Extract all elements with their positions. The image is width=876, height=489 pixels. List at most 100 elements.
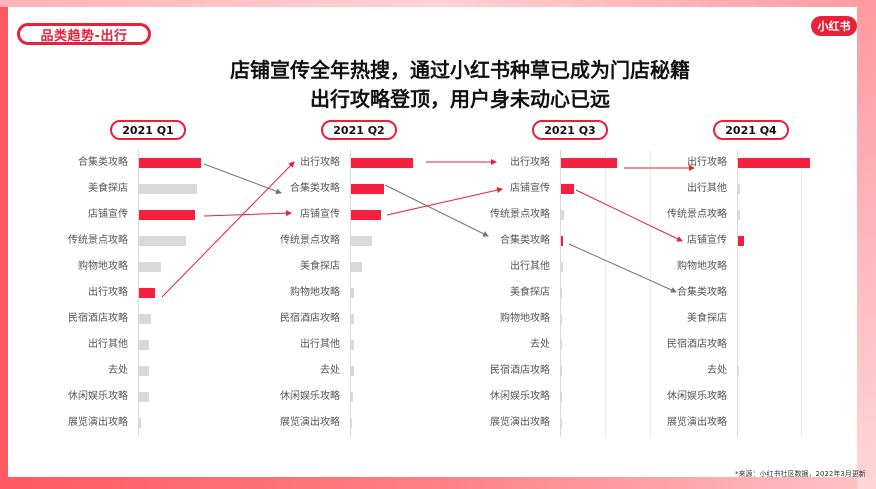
bar [738, 366, 739, 376]
bar-label: 展览演出攻略 [280, 417, 340, 428]
bar [738, 236, 744, 246]
bar-label: 出行攻略 [88, 287, 128, 298]
gridline-q4 [801, 150, 802, 437]
bar-label: 合集类攻略 [78, 157, 128, 168]
bar-label: 购物地攻略 [78, 261, 128, 272]
bar [561, 158, 617, 168]
bar [139, 340, 149, 350]
bar [351, 288, 354, 298]
bar-label: 店铺宣传 [510, 183, 550, 194]
arrow-q1-q2-hejilei [203, 163, 282, 195]
arrow-q2-q3-hejilei [384, 184, 489, 237]
bar-label: 休闲娱乐攻略 [68, 391, 128, 402]
xiaohongshu-logo-icon: 小红书 [811, 16, 857, 36]
bar [351, 340, 354, 350]
bar-label: 休闲娱乐攻略 [667, 391, 727, 402]
arrow-q2-q3-dianpu [386, 187, 503, 216]
bar-label: 去处 [530, 339, 550, 350]
bar-label: 出行攻略 [510, 157, 550, 168]
axis-q2 [350, 150, 351, 437]
bar-label: 出行其他 [687, 183, 727, 194]
bar-label: 合集类攻略 [677, 287, 727, 298]
bar-label: 去处 [707, 365, 727, 376]
bar [738, 184, 740, 194]
source-note: *来源：小红书社区数据，2022年3月更新 [735, 470, 866, 478]
bar-label: 传统景点攻略 [280, 235, 340, 246]
bar [139, 236, 186, 246]
bar-label: 出行其他 [300, 339, 340, 350]
bar-label: 美食探店 [687, 313, 727, 324]
bar-label: 去处 [320, 365, 340, 376]
arrow-q1-q2-chuxing [161, 161, 295, 298]
bar-label: 出行攻略 [687, 157, 727, 168]
bar-label: 展览演出攻略 [490, 417, 550, 428]
bar [561, 366, 562, 376]
bar-label: 购物地攻略 [290, 287, 340, 298]
bar [561, 236, 563, 246]
bar-label: 传统景点攻略 [667, 209, 727, 220]
bar [351, 210, 381, 220]
bar-label: 店铺宣传 [687, 235, 727, 246]
bar [139, 210, 195, 220]
bar-label: 合集类攻略 [290, 183, 340, 194]
right-border [857, 0, 876, 489]
bar-label: 出行其他 [510, 261, 550, 272]
gridline-q3-right [650, 150, 651, 437]
headline: 店铺宣传全年热搜，通过小红书种草已成为门店秘籍 出行攻略登顶，用户身未动心已远 [150, 56, 770, 114]
bar-label: 美食探店 [300, 261, 340, 272]
bar [139, 288, 155, 298]
quarter-pill-q3: 2021 Q3 [532, 120, 608, 140]
bar-label: 美食探店 [510, 287, 550, 298]
bar [561, 184, 574, 194]
bar [139, 418, 141, 428]
bar [139, 184, 197, 194]
bar [351, 366, 354, 376]
bar-label: 民宿酒店攻略 [667, 339, 727, 350]
bar [561, 392, 562, 402]
arrow-q3-q4-hejilei [568, 243, 677, 293]
bar-label: 美食探店 [88, 183, 128, 194]
bar [561, 418, 562, 428]
bar-label: 传统景点攻略 [68, 235, 128, 246]
category-tag: 品类趋势-出行 [17, 23, 151, 45]
bar [139, 366, 149, 376]
bar [561, 288, 562, 298]
bar-label: 购物地攻略 [500, 313, 550, 324]
top-border [0, 0, 876, 7]
bar [561, 262, 563, 272]
bar [351, 314, 354, 324]
bar-label: 传统景点攻略 [490, 209, 550, 220]
axis-q3 [560, 150, 561, 437]
bar-label: 展览演出攻略 [667, 417, 727, 428]
gridline-q3 [605, 150, 606, 437]
quarter-pill-q1: 2021 Q1 [110, 120, 186, 140]
bar-label: 店铺宣传 [88, 209, 128, 220]
bar-label: 休闲娱乐攻略 [490, 391, 550, 402]
bar [561, 340, 562, 350]
bar-label: 去处 [108, 365, 128, 376]
bar-label: 民宿酒店攻略 [68, 313, 128, 324]
bar [139, 158, 201, 168]
bar-label: 出行攻略 [300, 157, 340, 168]
bar-label: 民宿酒店攻略 [280, 313, 340, 324]
bar-label: 休闲娱乐攻略 [280, 391, 340, 402]
bar [351, 262, 362, 272]
axis-q4 [737, 150, 738, 437]
bar [351, 392, 353, 402]
bar-label: 店铺宣传 [300, 209, 340, 220]
headline-line-1: 店铺宣传全年热搜，通过小红书种草已成为门店秘籍 [230, 58, 690, 82]
arrow-q3-q4-dianpu [575, 189, 683, 242]
bar [351, 236, 372, 246]
bar [139, 392, 149, 402]
headline-line-2: 出行攻略登顶，用户身未动心已远 [310, 87, 610, 111]
arrow-q1-q2-dianpu [203, 210, 292, 217]
bar-label: 民宿酒店攻略 [490, 365, 550, 376]
bar [139, 314, 151, 324]
bar-label: 购物地攻略 [677, 261, 727, 272]
bar-label: 展览演出攻略 [68, 417, 128, 428]
quarter-pill-q4: 2021 Q4 [713, 120, 789, 140]
bar [351, 184, 384, 194]
bar-label: 出行其他 [88, 339, 128, 350]
bar [561, 314, 562, 324]
